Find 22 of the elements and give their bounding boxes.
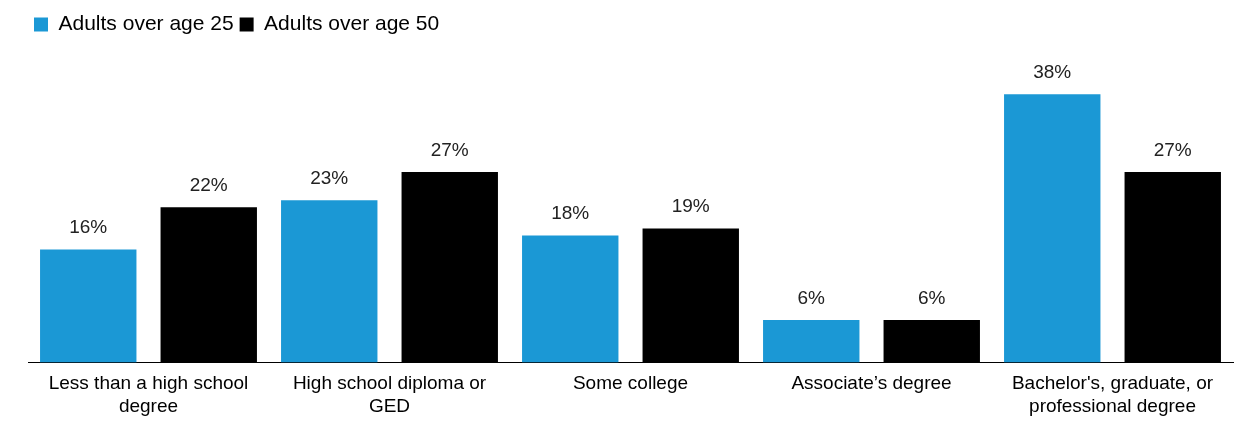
x-tick-label: Bachelor's, graduate, or professional degree — [1011, 372, 1214, 416]
data-label: 23% — [310, 166, 349, 188]
data-label: 18% — [551, 202, 590, 224]
data-label: 27% — [430, 138, 469, 160]
data-label: 27% — [1153, 138, 1192, 160]
x-tick-label: Associate’s degree — [791, 372, 952, 394]
data-label: 6% — [797, 286, 826, 308]
bar — [763, 320, 860, 363]
x-tick-label: High school diploma or GED — [292, 372, 487, 416]
legend-label: Adults over age 50 — [264, 11, 440, 35]
x-tick-label: Some college — [572, 372, 689, 394]
data-label: 19% — [671, 195, 710, 217]
data-label: 22% — [189, 173, 228, 195]
bar — [522, 235, 619, 363]
x-tick-label: Less than a high school degree — [48, 372, 249, 416]
legend-label: Adults over age 25 — [58, 11, 234, 35]
bar — [40, 249, 137, 363]
bar — [1004, 94, 1101, 363]
data-label: 38% — [1033, 61, 1072, 83]
data-label: 16% — [69, 216, 108, 238]
data-label: 6% — [918, 286, 946, 308]
bar — [281, 200, 378, 363]
